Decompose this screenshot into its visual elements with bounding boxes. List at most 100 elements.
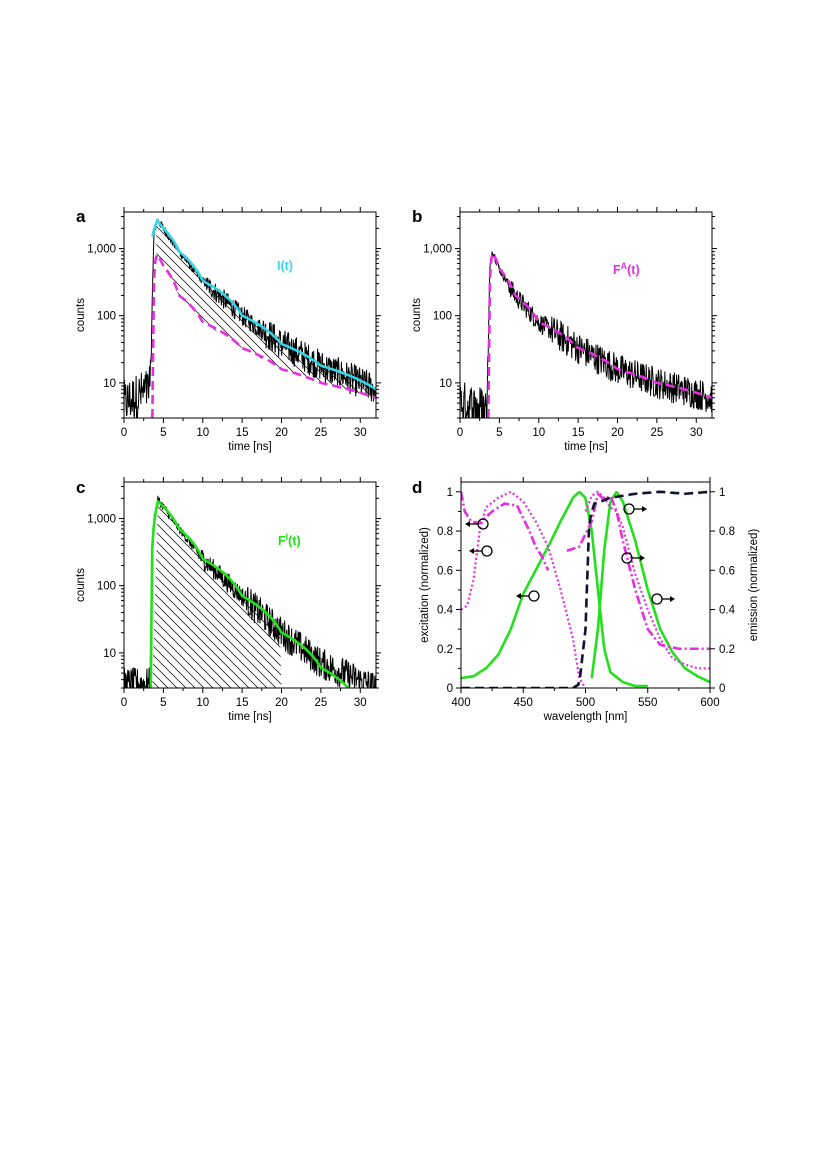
hatch-line	[222, 222, 375, 398]
hatch-line	[601, 212, 807, 418]
hatch-line	[152, 501, 241, 688]
hatch-line	[156, 222, 223, 398]
hatch-line	[655, 482, 817, 688]
x-tick-label: 500	[576, 697, 595, 709]
plot-frame-b	[459, 211, 713, 419]
x-tick-label: 0	[457, 427, 463, 439]
y-tick-label: 1,000	[87, 244, 116, 256]
y-tick-label: 1,000	[87, 514, 116, 526]
series-d-magenta-excitation-dash-dot-	[461, 491, 550, 571]
hatch-line	[439, 212, 645, 418]
hatch-line	[592, 482, 798, 688]
y-tick-label: 10	[439, 378, 452, 390]
axis-indicator-right-icon	[621, 552, 645, 564]
series-d-green-excitation	[461, 490, 648, 688]
hatch-line	[313, 482, 519, 688]
panel-b: 0 5 10 15 20 25 30 10 100 1,000 time [ns] counts b FA…	[411, 207, 717, 453]
hatch-line	[152, 501, 196, 688]
y-tick-label: 100	[97, 311, 116, 323]
hatch-line	[294, 222, 375, 398]
x-tick-label: 5	[160, 427, 166, 439]
x-tick-label: 20	[275, 427, 288, 439]
y-tick-label: 0	[447, 683, 453, 695]
hatch-line	[304, 482, 510, 688]
y-tick-label: 10	[103, 378, 116, 390]
x-tick-label: 30	[354, 427, 367, 439]
hatch-line	[340, 482, 546, 688]
hatch-line	[511, 482, 717, 688]
curve-label: I(t)	[277, 259, 293, 273]
x-tick-label: 10	[532, 427, 545, 439]
y-tick-label: 100	[433, 311, 452, 323]
hatch-line	[628, 482, 817, 688]
hatch-line	[152, 501, 223, 688]
series-c-f-i-t-fit	[149, 499, 350, 688]
x-tick-label: 15	[236, 427, 249, 439]
plot-area-b	[460, 249, 712, 418]
hatch-line	[619, 482, 817, 688]
hatch-region-c	[0, 482, 817, 688]
hatch-line	[152, 501, 232, 688]
y-tick-label: 1,000	[423, 244, 452, 256]
y2-tick-label: 0.4	[719, 605, 736, 617]
x-tick-label: 15	[572, 427, 585, 439]
hatch-line	[376, 212, 582, 418]
hatch-line	[152, 501, 250, 688]
y-axis-label: counts	[75, 298, 87, 332]
hatch-line	[0, 482, 141, 688]
hatch-line	[152, 501, 214, 688]
hatch-line	[403, 482, 609, 688]
hatch-line	[285, 222, 375, 398]
hatch-line	[529, 212, 735, 418]
hatch-line	[421, 482, 627, 688]
hatch-line	[376, 482, 582, 688]
hatch-line	[156, 222, 331, 398]
hatch-line	[520, 482, 726, 688]
x-tick-label: 15	[236, 697, 249, 709]
y-axis-label: counts	[75, 568, 87, 602]
hatch-line	[366, 222, 375, 398]
x-tick-label: 20	[275, 697, 288, 709]
plot-frame-c	[123, 481, 377, 689]
panel-letter: d	[412, 478, 422, 497]
panel-d: 400 450 500 550 60000.20.40.60.8100.20.40.60…	[412, 477, 760, 723]
series-d-black-dashed	[461, 490, 710, 688]
y-tick-label: 0.2	[437, 644, 453, 656]
x-tick-label: 5	[496, 427, 502, 439]
x-tick-label: 25	[650, 427, 663, 439]
panel-letter: a	[76, 207, 86, 226]
y2-tick-label: 1	[719, 487, 725, 499]
hatch-line	[0, 482, 78, 688]
hatch-line	[538, 482, 744, 688]
curve-label: FA(t)	[613, 261, 640, 277]
hatch-line	[0, 482, 87, 688]
axis-indicator-right-icon	[623, 503, 647, 515]
series-a-f-a-t-	[151, 251, 376, 418]
x-tick-label: 600	[700, 697, 719, 709]
hatch-line	[331, 482, 537, 688]
hatch-line	[367, 482, 573, 688]
hatch-line	[0, 482, 69, 688]
y2-tick-label: 0.6	[719, 565, 735, 577]
hatch-line	[152, 501, 268, 688]
hatch-line	[0, 212, 60, 418]
hatch-line	[156, 222, 313, 398]
y2-axis-label: emission (normalized)	[748, 529, 760, 642]
hatch-line	[152, 501, 282, 688]
curve-label: FI(t)	[278, 532, 301, 548]
series-d-green-emission	[590, 491, 710, 684]
series-c-measured-decay	[124, 495, 376, 688]
x-tick-label: 30	[354, 697, 367, 709]
hatch-line	[475, 482, 681, 688]
hatch-line	[152, 501, 277, 688]
hatch-line	[156, 222, 295, 398]
hatch-line	[610, 212, 816, 418]
hatch-line	[0, 482, 60, 688]
hatch-line	[258, 501, 282, 688]
hatch-line	[152, 501, 282, 688]
hatch-line	[610, 482, 816, 688]
axis-indicator-right-icon	[651, 593, 675, 605]
